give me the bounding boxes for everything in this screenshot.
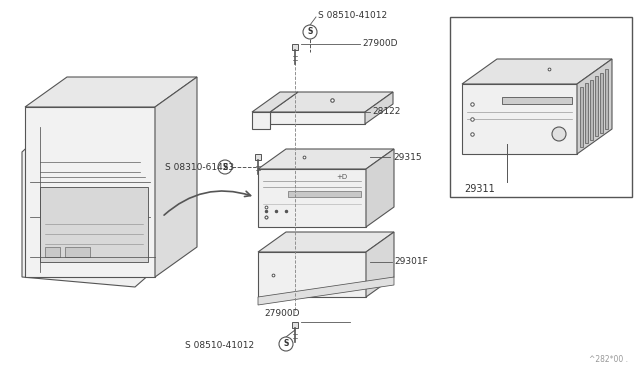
Text: 29301F: 29301F [394, 257, 428, 266]
Bar [450, 17, 632, 197]
Polygon shape [40, 187, 148, 262]
Circle shape [218, 160, 232, 174]
Polygon shape [365, 92, 393, 124]
Circle shape [552, 127, 566, 141]
Polygon shape [252, 92, 298, 112]
Circle shape [303, 25, 317, 39]
Text: S 08510-41012: S 08510-41012 [185, 340, 254, 350]
Polygon shape [22, 117, 175, 287]
Circle shape [279, 337, 293, 351]
Polygon shape [255, 154, 261, 160]
Polygon shape [258, 232, 394, 252]
Text: S 08310-61423: S 08310-61423 [165, 163, 234, 171]
Polygon shape [366, 232, 394, 297]
Polygon shape [577, 59, 612, 154]
Text: S: S [284, 340, 289, 349]
Polygon shape [258, 149, 394, 169]
Text: S: S [307, 28, 313, 36]
Polygon shape [292, 44, 298, 50]
Polygon shape [258, 277, 394, 305]
Text: ^282*00 .: ^282*00 . [589, 355, 628, 364]
Polygon shape [155, 77, 197, 277]
Polygon shape [270, 92, 393, 112]
Polygon shape [585, 83, 588, 143]
Polygon shape [292, 322, 298, 328]
Polygon shape [590, 80, 593, 140]
Text: 29315: 29315 [393, 153, 422, 161]
Polygon shape [288, 191, 361, 197]
Text: 27900D: 27900D [362, 39, 397, 48]
Text: 28122: 28122 [372, 108, 401, 116]
Text: S: S [222, 163, 228, 171]
Polygon shape [25, 107, 155, 277]
Polygon shape [600, 73, 603, 132]
Polygon shape [595, 76, 598, 136]
Text: 27900D: 27900D [264, 310, 300, 318]
Polygon shape [258, 252, 366, 297]
Polygon shape [65, 247, 90, 257]
Polygon shape [580, 87, 583, 147]
Text: S 08510-41012: S 08510-41012 [318, 12, 387, 20]
Polygon shape [45, 247, 60, 257]
Text: +D: +D [336, 174, 347, 180]
Polygon shape [462, 59, 612, 84]
Polygon shape [270, 112, 365, 124]
Polygon shape [366, 149, 394, 227]
Polygon shape [25, 77, 197, 107]
Polygon shape [258, 169, 366, 227]
Polygon shape [252, 112, 270, 129]
Polygon shape [462, 84, 577, 154]
FancyArrowPatch shape [164, 191, 251, 215]
Text: 29311: 29311 [465, 184, 495, 194]
Polygon shape [502, 97, 572, 104]
Polygon shape [605, 69, 608, 129]
